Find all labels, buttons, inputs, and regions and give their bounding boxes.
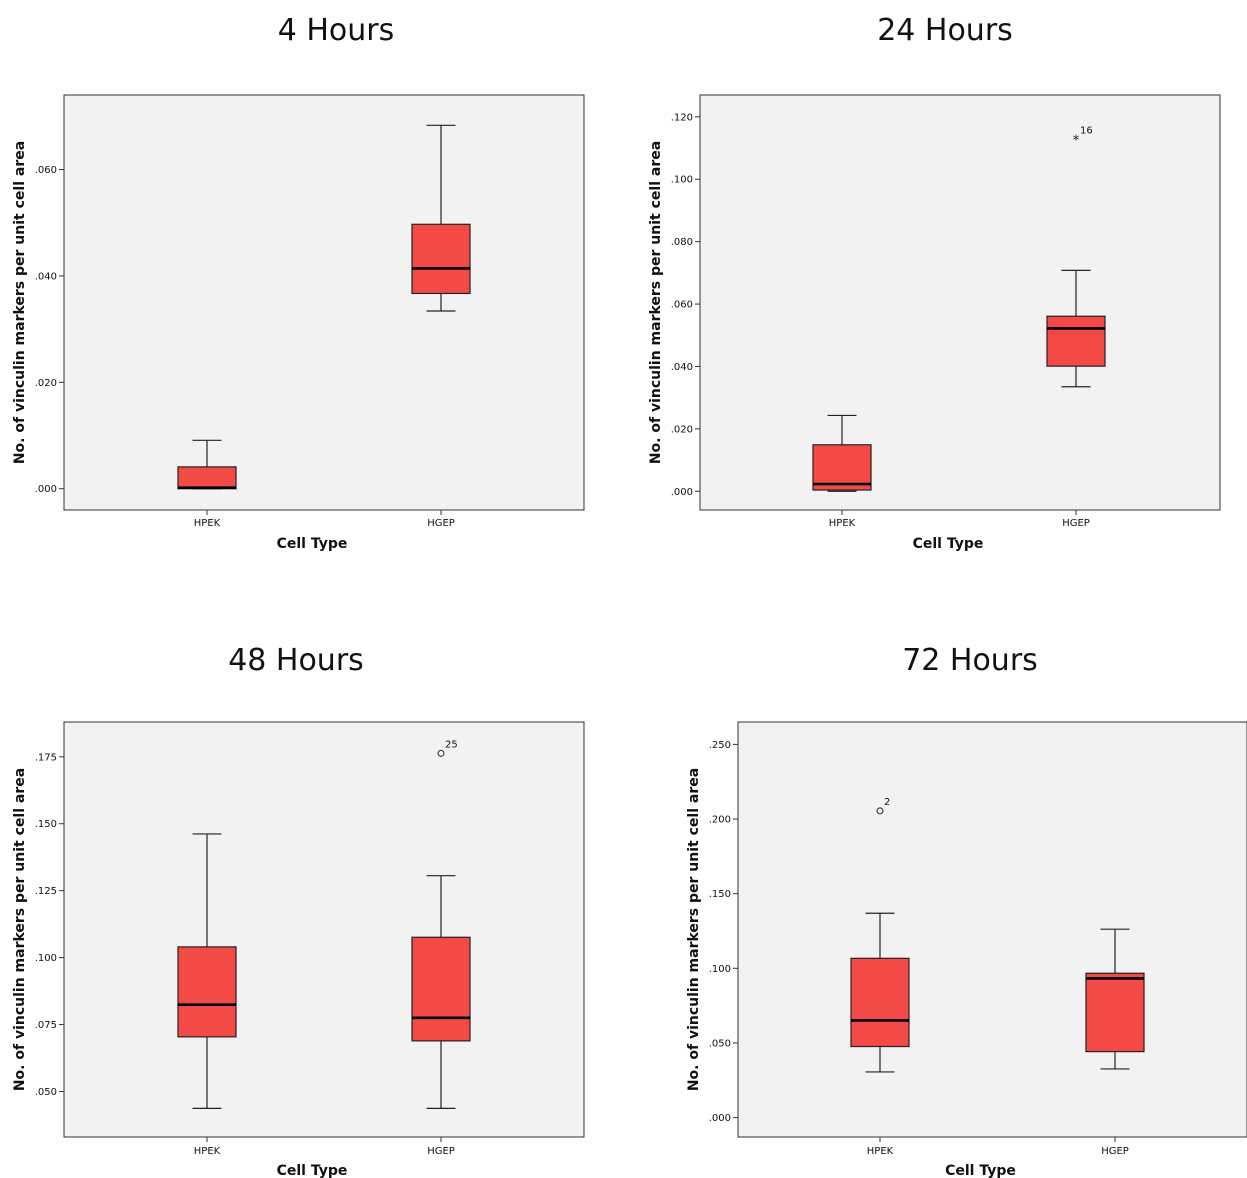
y-tick-label: .060 <box>671 300 693 311</box>
iqr-box <box>1046 315 1106 367</box>
x-axis-label: Cell Type <box>913 536 984 552</box>
y-tick-label: .020 <box>671 424 693 435</box>
y-tick-label: .100 <box>35 953 57 964</box>
chart-title: 24 Hours <box>877 13 1013 48</box>
x-tick-label: HPEK <box>829 518 856 529</box>
chart-title: 72 Hours <box>902 643 1038 678</box>
chart-panel-2: 24 Hours .000 .020 .040 .060 .080 .100 .120 No. … <box>648 13 1221 552</box>
y-tick-label: .080 <box>671 237 693 248</box>
outlier-marker <box>876 807 884 815</box>
y-axis-label: No. of vinculin markers per unit cell ar… <box>12 141 28 464</box>
iqr-box <box>411 223 471 295</box>
x-tick-label: HPEK <box>194 518 221 529</box>
box-hpek: HPEK 2 <box>850 797 910 1157</box>
y-tick-label: .040 <box>671 362 693 373</box>
x-tick-label: HGEP <box>1062 518 1090 529</box>
plot-area <box>63 721 585 1138</box>
plot-area <box>737 721 1247 1138</box>
y-tick-label: .000 <box>671 487 693 498</box>
y-tick-label: .200 <box>709 815 731 826</box>
plot-area <box>699 94 1221 511</box>
box-hgep: HGEP <box>411 124 471 529</box>
y-tick-label: .060 <box>35 165 57 176</box>
chart-title: 4 Hours <box>278 13 395 48</box>
x-tick-label: HGEP <box>1101 1146 1129 1157</box>
x-axis-label: Cell Type <box>945 1163 1016 1178</box>
box-hpek: HPEK <box>177 833 237 1157</box>
y-tick-label: .000 <box>709 1113 731 1124</box>
box-hgep: HGEP <box>1085 928 1145 1157</box>
iqr-box <box>177 466 237 490</box>
outlier-label: 16 <box>1080 126 1093 137</box>
x-tick-label: HGEP <box>427 1146 455 1157</box>
box-hpek: HPEK <box>177 439 237 529</box>
y-axis-label: No. of vinculin markers per unit cell ar… <box>648 141 664 464</box>
plot-area <box>63 94 585 511</box>
outlier-label: 25 <box>445 739 458 750</box>
iqr-box <box>177 946 237 1038</box>
y-tick-label: .100 <box>671 175 693 186</box>
box-hgep: HGEP *16 <box>1046 126 1106 529</box>
chart-panel-4: 72 Hours .000 .050 .100 .150 .200 .250 No. of v… <box>686 643 1247 1178</box>
y-tick-label: .150 <box>35 819 57 830</box>
x-tick-label: HGEP <box>427 518 455 529</box>
outlier-label: 2 <box>884 797 890 808</box>
box-hgep: HGEP 25 <box>411 739 471 1157</box>
y-tick-label: .075 <box>35 1020 57 1031</box>
outlier-marker <box>437 749 445 757</box>
extreme-outlier-marker: * <box>1073 134 1080 149</box>
x-axis-label: Cell Type <box>277 536 348 552</box>
chart-title: 48 Hours <box>228 643 364 678</box>
x-tick-label: HPEK <box>194 1146 221 1157</box>
iqr-box <box>1085 972 1145 1053</box>
y-tick-label: .150 <box>709 889 731 900</box>
x-tick-label: HPEK <box>867 1146 894 1157</box>
y-tick-label: .125 <box>35 886 57 897</box>
iqr-box <box>812 444 872 491</box>
chart-panel-1: 4 Hours .000 .020 .040 .060 No. of vinculin m… <box>12 13 585 552</box>
iqr-box <box>411 936 471 1042</box>
y-tick-label: .050 <box>35 1087 57 1098</box>
y-tick-label: .050 <box>709 1038 731 1049</box>
iqr-box <box>850 957 910 1048</box>
y-axis-label: No. of vinculin markers per unit cell ar… <box>12 768 28 1091</box>
y-tick-label: .020 <box>35 378 57 389</box>
y-tick-label: .175 <box>35 752 57 763</box>
y-tick-label: .100 <box>709 964 731 975</box>
y-tick-label: .000 <box>35 484 57 495</box>
y-tick-label: .120 <box>671 112 693 123</box>
chart-panel-3: 48 Hours .050 .075 .100 .125 .150 .175 No. of v… <box>12 643 585 1178</box>
x-axis-label: Cell Type <box>277 1163 348 1178</box>
y-tick-label: .040 <box>35 271 57 282</box>
y-tick-label: .250 <box>709 740 731 751</box>
box-hpek: HPEK <box>812 414 872 529</box>
y-axis-label: No. of vinculin markers per unit cell ar… <box>686 768 702 1091</box>
